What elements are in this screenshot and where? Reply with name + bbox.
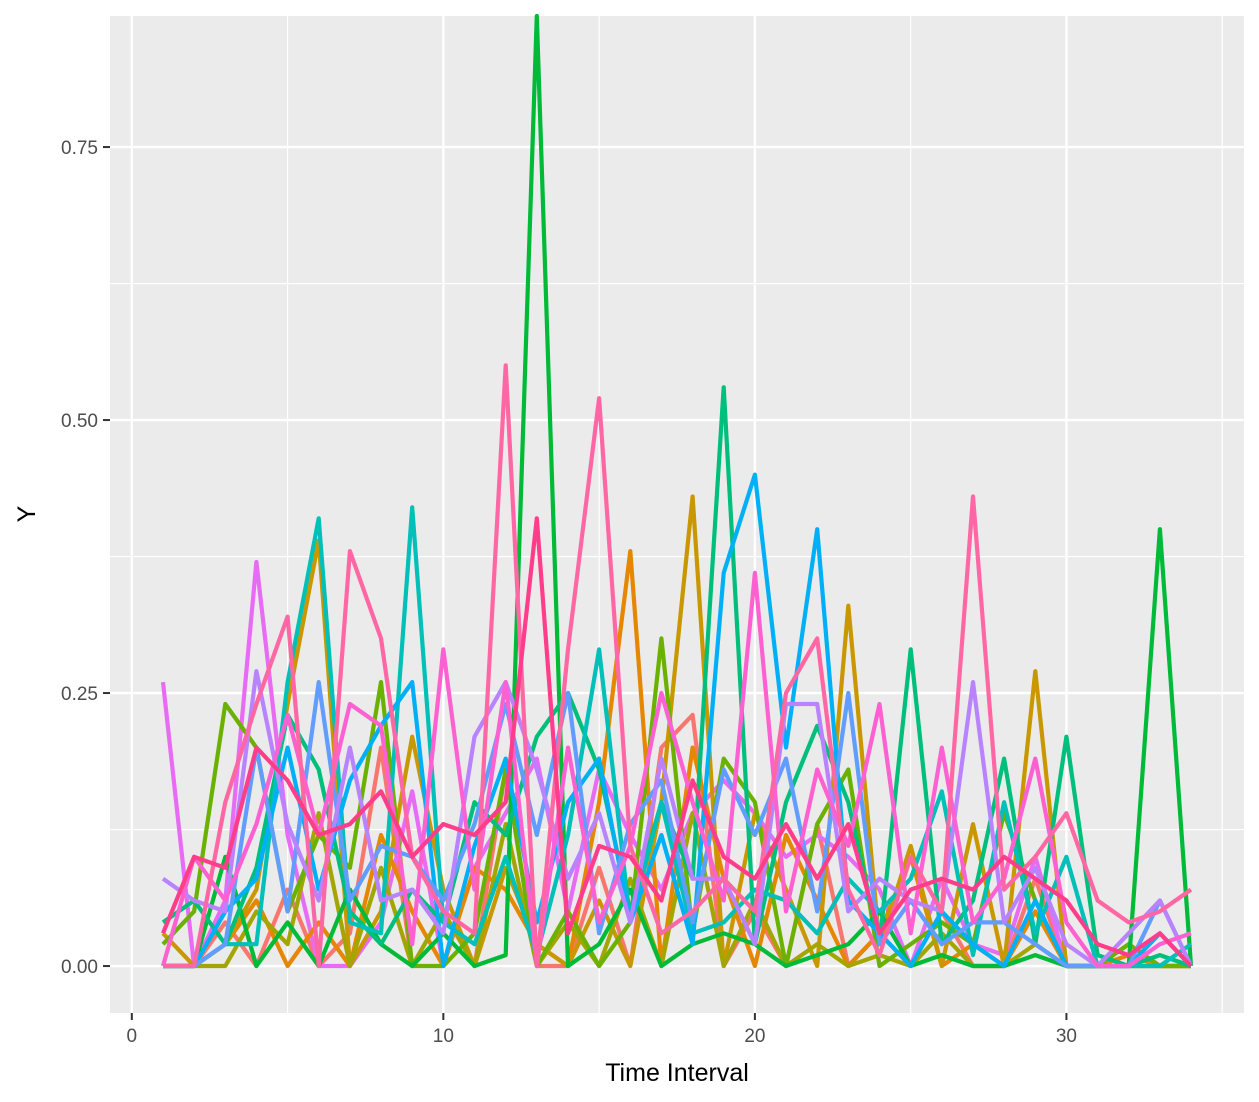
grid-major — [110, 16, 1244, 1013]
y-tick-label: 0.75 — [61, 138, 98, 159]
x-tick-label: 0 — [127, 1026, 138, 1047]
y-tick-labels: 0.00 0.25 0.50 0.75 — [61, 138, 98, 978]
axis-ticks — [103, 146, 1068, 1020]
series-line-14 — [163, 363, 1193, 969]
y-axis-title: Y — [13, 505, 41, 522]
grid-minor — [110, 16, 1244, 1013]
y-tick-label: 0.25 — [61, 684, 98, 705]
x-tick-labels: 0 10 20 30 — [127, 1026, 1077, 1047]
series-line-15 — [161, 516, 1193, 968]
x-axis-title: Time Interval — [605, 1059, 749, 1087]
x-tick-label: 20 — [744, 1026, 765, 1047]
series-line-12 — [161, 669, 1193, 969]
x-tick-label: 10 — [433, 1026, 454, 1047]
y-tick-label: 0.00 — [61, 957, 98, 978]
x-tick-label: 30 — [1056, 1026, 1077, 1047]
series-line-11 — [163, 679, 1193, 969]
series-line-1 — [163, 712, 1191, 969]
series-line-7 — [163, 13, 1194, 969]
series-lines — [160, 13, 1194, 969]
y-tick-label: 0.50 — [61, 411, 98, 432]
